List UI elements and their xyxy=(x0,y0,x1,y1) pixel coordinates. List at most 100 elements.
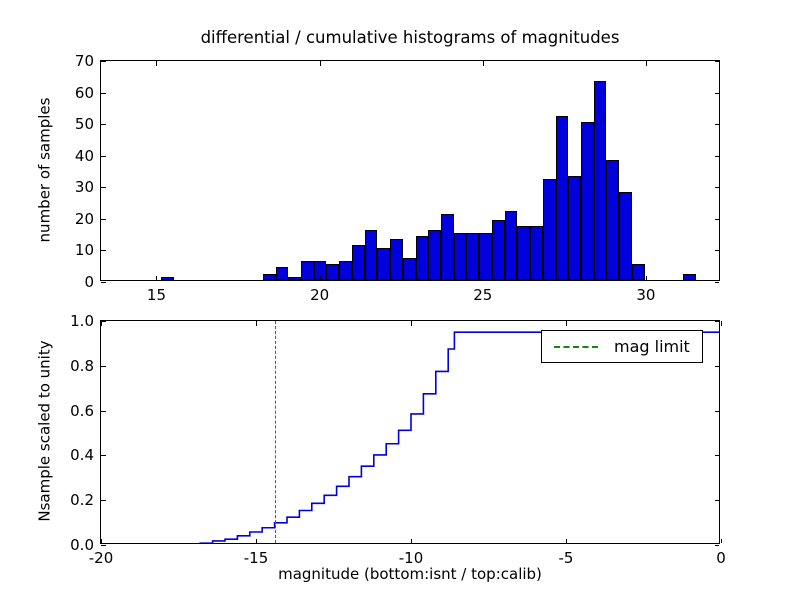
bottom-panel-x-tick-label: -5 xyxy=(558,549,574,567)
top-panel-y-tick xyxy=(101,92,106,94)
top-panel-y-tick-label: 70 xyxy=(74,52,94,70)
top-panel-x-tick-top xyxy=(319,61,321,66)
top-panel-y-tick-label: 50 xyxy=(74,115,94,134)
histogram-bar xyxy=(351,245,365,280)
top-panel-y-tick xyxy=(101,218,106,220)
histogram-bar xyxy=(619,191,632,280)
x-axis-title: magnitude (bottom:isnt / top:calib) xyxy=(278,565,542,583)
histogram-bar xyxy=(453,232,467,280)
bottom-panel-y-tick-label: 1.0 xyxy=(70,312,94,330)
bottom-panel-y-tick-right xyxy=(714,410,719,412)
histogram-bar xyxy=(593,81,607,280)
histogram-bar xyxy=(301,261,314,280)
histogram-bar xyxy=(568,175,581,280)
bottom-panel-x-tick xyxy=(721,538,722,543)
top-panel-y-tick-label: 20 xyxy=(74,209,94,228)
bottom-panel-x-tick-top xyxy=(101,321,102,326)
top-panel-x-tick-label: 15 xyxy=(146,286,167,304)
top-panel-y-tick xyxy=(101,250,106,252)
bottom-panel-y-tick-label: 0.4 xyxy=(70,446,94,465)
bottom-panel-y-tick xyxy=(101,410,106,412)
top-panel-y-tick xyxy=(101,124,106,126)
top-panel-y-tick-right xyxy=(714,124,719,126)
top-panel-y-tick-right xyxy=(714,92,719,94)
histogram-bar xyxy=(517,226,531,280)
top-panel-y-tick-label: 10 xyxy=(74,241,94,260)
legend-dashed-line-icon xyxy=(554,345,598,348)
histogram-bar xyxy=(339,261,352,280)
bottom-panel-x-tick-label: -20 xyxy=(88,549,114,567)
bottom-panel-x-tick-top xyxy=(411,321,412,326)
cumulative-plot-area xyxy=(101,321,719,543)
bottom-panel-y-tick-label: 0.6 xyxy=(70,401,94,420)
top-panel-axes: 0 10 20 30 40 50 60 70 15 20 25 30 xyxy=(75,52,720,304)
top-panel-x-tick xyxy=(645,275,647,280)
top-panel-y-tick-label: 60 xyxy=(74,83,94,102)
bottom-panel-x-tick-label: -15 xyxy=(243,549,269,567)
top-panel-x-tick xyxy=(482,275,484,280)
bottom-panel-x-tick-label: 0 xyxy=(716,549,726,567)
bottom-panel-y-tick xyxy=(101,500,106,502)
top-panel-x-tick-top xyxy=(156,61,158,66)
histogram-bar xyxy=(542,178,556,280)
legend-label-mag-limit: mag limit xyxy=(614,337,690,356)
bottom-panel-x-tick xyxy=(411,538,412,543)
histogram-bar xyxy=(606,160,620,280)
bottom-panel-x-tick xyxy=(101,538,102,543)
top-panel-y-tick-label: 0 xyxy=(84,273,94,291)
top-panel-y-tick xyxy=(101,282,106,283)
top-panel-y-tick-right xyxy=(714,61,719,62)
top-panel-y-tick-right xyxy=(714,282,719,283)
bottom-panel-y-tick-right xyxy=(714,321,719,322)
top-panel-y-tick-right xyxy=(714,155,719,157)
bottom-panel-y-tick-right xyxy=(714,455,719,457)
bottom-panel-x-tick-top xyxy=(566,321,567,326)
top-panel-y-tick-right xyxy=(714,218,719,220)
top-panel-x-tick-top xyxy=(645,61,647,66)
top-panel-y-axis-title: number of samples xyxy=(34,97,53,242)
histogram-bar xyxy=(466,232,480,280)
histogram-bar xyxy=(275,267,289,280)
histogram-bar xyxy=(428,229,441,280)
bottom-panel-y-axis-title: Nsample scaled to unity xyxy=(35,340,54,522)
histogram-bar xyxy=(390,238,403,280)
bottom-panel-x-tick-top xyxy=(721,321,722,326)
histogram-bar xyxy=(415,235,429,280)
top-panel-y-tick-label: 40 xyxy=(74,146,94,165)
top-panel-x-tick xyxy=(156,275,158,280)
histogram-bar xyxy=(161,276,174,280)
histogram-bar xyxy=(326,264,340,280)
top-panel-x-tick-label: 30 xyxy=(636,286,656,304)
histogram-bar xyxy=(364,229,378,280)
top-panel-y-tick-right xyxy=(714,250,719,252)
histogram-bar xyxy=(631,264,645,280)
histogram-bar xyxy=(288,276,302,280)
bottom-panel-x-tick-label: -10 xyxy=(398,549,424,567)
bottom-panel-x-tick xyxy=(256,538,257,543)
histogram-bar xyxy=(555,115,569,280)
histogram-bar xyxy=(441,213,454,280)
bottom-panel-x-tick xyxy=(566,538,567,543)
histogram-bar xyxy=(377,248,391,280)
top-panel-x-tick-label: 20 xyxy=(310,286,330,304)
bottom-panel-y-tick xyxy=(101,545,106,546)
bottom-panel-y-tick-right xyxy=(714,500,719,502)
bottom-panel-y-tick-label: 0.0 xyxy=(70,536,94,554)
histogram-bar xyxy=(402,257,416,280)
histogram-bar xyxy=(479,232,492,280)
top-panel-y-tick xyxy=(101,61,106,62)
bottom-panel-y-tick xyxy=(101,365,106,367)
bottom-panel-y-tick-right xyxy=(714,365,719,367)
histogram-bar xyxy=(262,273,276,280)
top-panel-x-tick-label: 25 xyxy=(473,286,493,304)
top-panel-x-tick xyxy=(319,275,321,280)
bottom-panel-y-tick xyxy=(101,321,106,322)
histogram-bar xyxy=(581,122,594,280)
top-panel-x-tick-top xyxy=(482,61,484,66)
histogram-bar xyxy=(491,220,505,280)
top-panel-y-tick-right xyxy=(714,187,719,189)
histogram-bar xyxy=(682,273,696,280)
legend-box: mag limit xyxy=(541,330,703,363)
top-panel-y-tick xyxy=(101,155,106,157)
